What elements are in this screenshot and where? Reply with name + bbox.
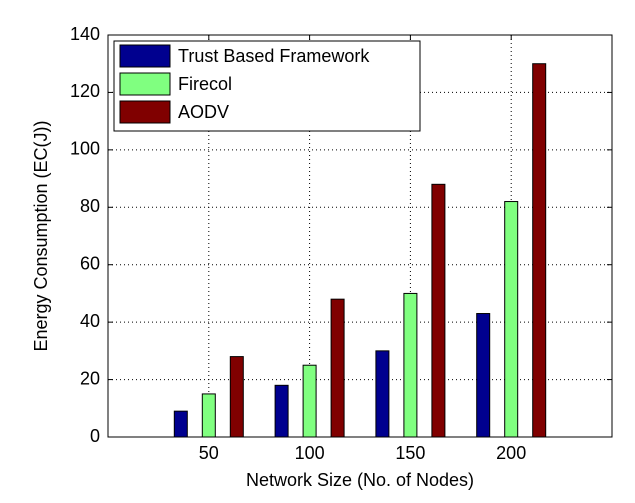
legend-label: Firecol: [178, 74, 232, 94]
bar: [330, 298, 345, 438]
x-tick-label: 200: [496, 443, 526, 463]
legend-swatch: [119, 44, 171, 68]
axes-box: [107, 34, 613, 438]
bar: [201, 393, 216, 438]
legend-label: Trust Based Framework: [178, 46, 370, 66]
bar: [173, 410, 188, 438]
y-axis-label: Energy Consumption (EC(J)): [31, 120, 51, 351]
bar: [476, 313, 491, 438]
bar: [504, 201, 519, 438]
y-tick-label: 100: [70, 139, 100, 159]
y-tick-label: 0: [90, 426, 100, 446]
bar: [532, 63, 547, 438]
legend-swatch: [119, 100, 171, 124]
legend-swatch: [119, 72, 171, 96]
x-axis-label: Network Size (No. of Nodes): [246, 470, 474, 490]
bar: [403, 292, 418, 438]
bar: [375, 350, 390, 438]
y-tick-label: 20: [80, 368, 100, 388]
bar: [431, 183, 446, 438]
bar: [274, 384, 289, 438]
y-tick-label: 140: [70, 24, 100, 44]
x-tick-label: 100: [295, 443, 325, 463]
y-tick-label: 120: [70, 81, 100, 101]
bar: [302, 364, 317, 438]
y-tick-label: 40: [80, 311, 100, 331]
x-tick-label: 50: [199, 443, 219, 463]
y-tick-label: 80: [80, 196, 100, 216]
y-tick-label: 60: [80, 253, 100, 273]
legend-label: AODV: [178, 102, 229, 122]
x-tick-label: 150: [395, 443, 425, 463]
bar: [229, 356, 244, 438]
